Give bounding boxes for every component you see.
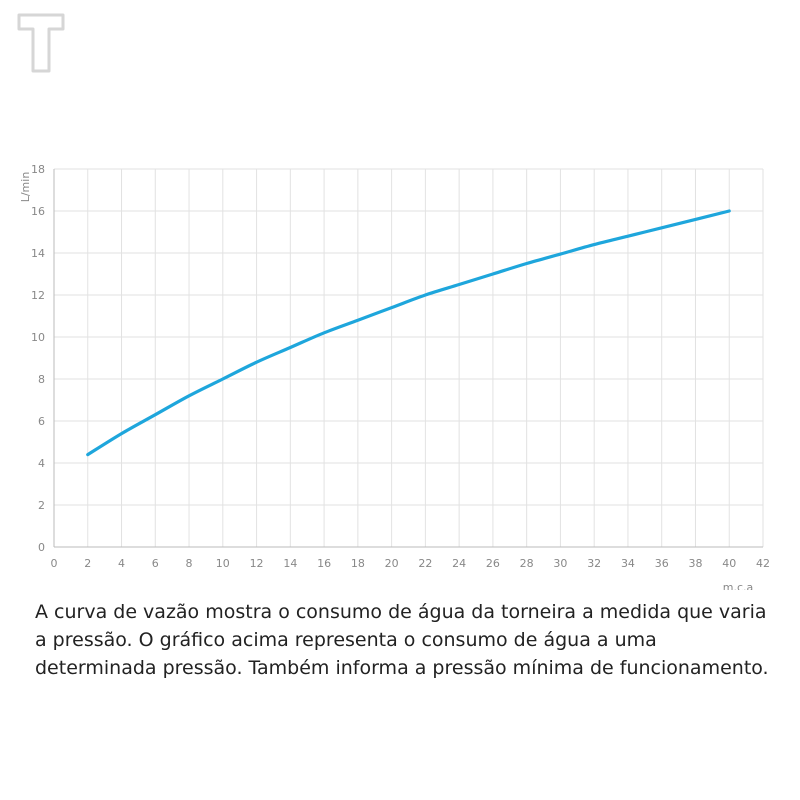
x-tick-label: 2 bbox=[84, 557, 91, 570]
y-tick-label: 10 bbox=[31, 331, 45, 344]
y-tick-label: 16 bbox=[31, 205, 45, 218]
x-tick-label: 10 bbox=[216, 557, 230, 570]
x-tick-label: 4 bbox=[118, 557, 125, 570]
flow-chart: 0 2 4 6 8 10 12 14 16 18 20 22 24 26 28 30 32 34 36 38 40 42 0… bbox=[0, 150, 800, 590]
x-tick-label: 36 bbox=[655, 557, 669, 570]
x-tick-label: 22 bbox=[418, 557, 432, 570]
x-tick-label: 14 bbox=[283, 557, 297, 570]
y-tick-label: 6 bbox=[38, 415, 45, 428]
y-tick-label: 12 bbox=[31, 289, 45, 302]
x-tick-label: 32 bbox=[587, 557, 601, 570]
x-tick-label: 24 bbox=[452, 557, 466, 570]
x-tick-label: 34 bbox=[621, 557, 635, 570]
x-tick-label: 30 bbox=[553, 557, 567, 570]
x-tick-label: 16 bbox=[317, 557, 331, 570]
y-tick-label: 0 bbox=[38, 541, 45, 554]
y-tick-label: 2 bbox=[38, 499, 45, 512]
x-tick-label: 42 bbox=[756, 557, 770, 570]
chart-caption: A curva de vazão mostra o consumo de águ… bbox=[35, 601, 769, 679]
x-tick-label: 8 bbox=[186, 557, 193, 570]
x-tick-label: 40 bbox=[722, 557, 736, 570]
chart-svg: 0 2 4 6 8 10 12 14 16 18 20 22 24 26 28 30 32 34 36 38 40 420… bbox=[19, 163, 770, 590]
y-tick-label: 4 bbox=[38, 457, 45, 470]
flow-curve-line bbox=[86, 209, 731, 457]
x-tick-label: 26 bbox=[486, 557, 500, 570]
x-tick-label: 20 bbox=[385, 557, 399, 570]
y-tick-label: 14 bbox=[31, 247, 45, 260]
x-tick-label: 18 bbox=[351, 557, 365, 570]
x-tick-label: 28 bbox=[520, 557, 534, 570]
x-tick-label: 12 bbox=[250, 557, 264, 570]
t-logo-icon bbox=[17, 13, 65, 73]
x-tick-label: 0 bbox=[51, 557, 58, 570]
x-tick-label: 6 bbox=[152, 557, 159, 570]
x-axis-label: m.c.a bbox=[723, 581, 754, 590]
x-tick-label: 38 bbox=[688, 557, 702, 570]
y-axis-label: L/min bbox=[19, 172, 32, 203]
y-tick-label: 8 bbox=[38, 373, 45, 386]
y-tick-label: 18 bbox=[31, 163, 45, 176]
